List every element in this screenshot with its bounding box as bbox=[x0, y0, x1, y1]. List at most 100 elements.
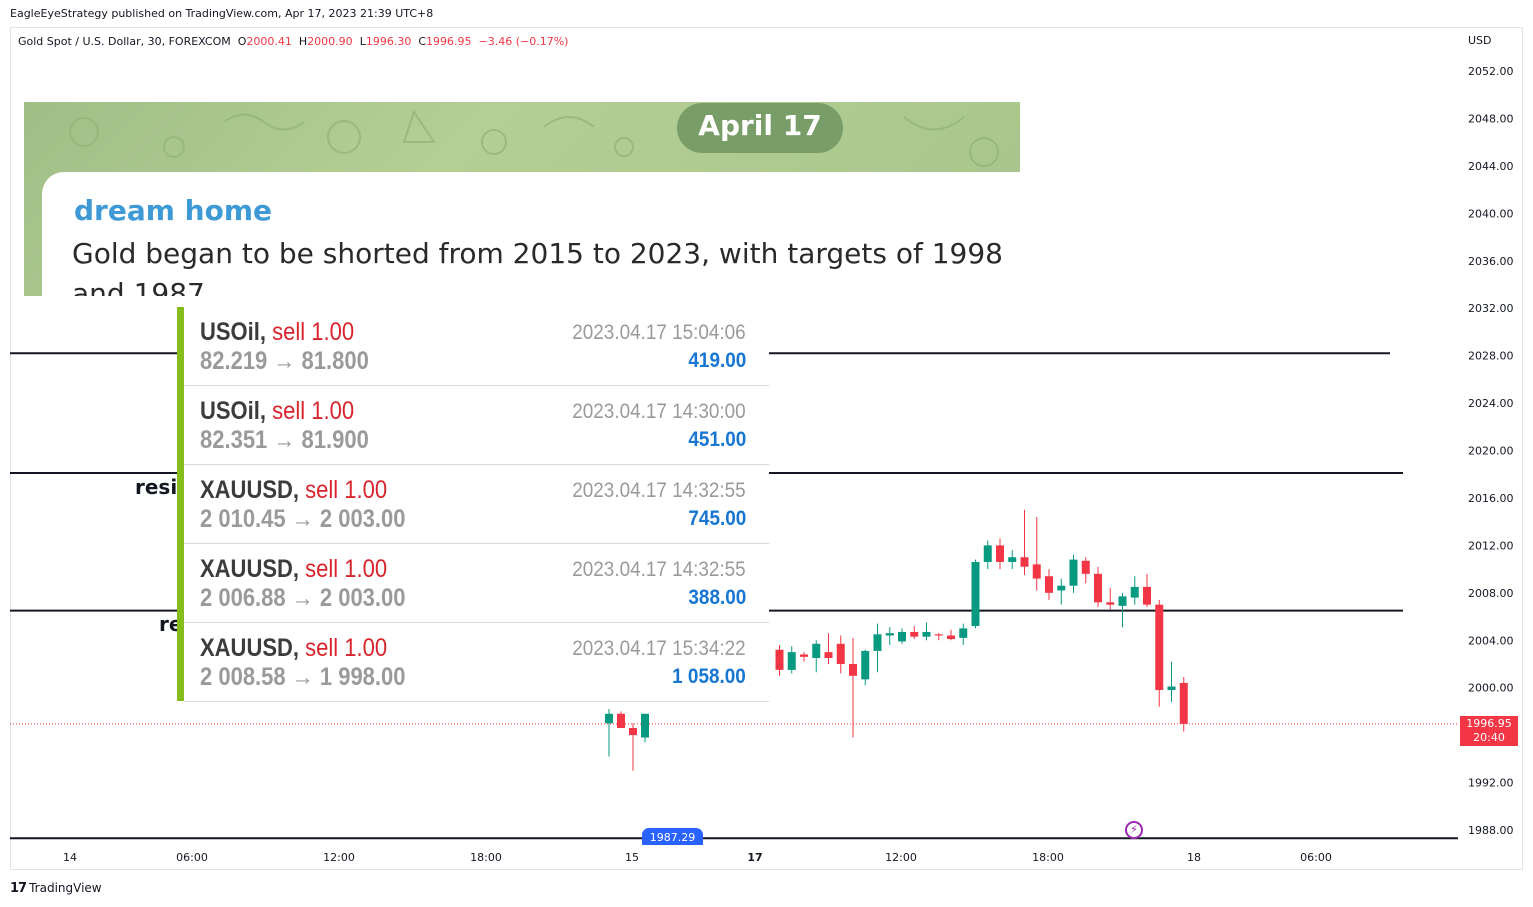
message-line-1: Gold began to be shorted from 2015 to 20… bbox=[72, 237, 1003, 270]
trade-prices: 2 008.58 → 1 998.00 bbox=[200, 663, 406, 691]
price-tick: 2028.00 bbox=[1468, 350, 1514, 363]
time-tick: 06:00 bbox=[176, 851, 208, 864]
trade-symbol: XAUUSD, bbox=[200, 634, 300, 662]
price-tick: 2012.00 bbox=[1468, 539, 1514, 552]
trade-action: sell 1.00 bbox=[305, 555, 388, 583]
candle-body bbox=[1118, 596, 1127, 606]
message-bubble bbox=[42, 172, 1020, 296]
price-tick: 2052.00 bbox=[1468, 65, 1514, 78]
candle-body bbox=[800, 654, 808, 657]
currency-label[interactable]: USD bbox=[1468, 34, 1492, 47]
trade-row[interactable]: USOil, sell 1.00 82.219 → 81.800 2023.04… bbox=[184, 307, 769, 386]
candle-body bbox=[1045, 576, 1053, 593]
trade-profit: 419.00 bbox=[688, 349, 746, 372]
candle-body bbox=[849, 663, 857, 676]
candle-body bbox=[959, 628, 968, 638]
candle-body bbox=[1069, 559, 1078, 586]
label-resi: resi bbox=[135, 475, 178, 499]
candle-body bbox=[910, 631, 919, 637]
time-tick: 18 bbox=[1187, 851, 1201, 864]
low-label: L bbox=[359, 35, 366, 48]
lightning-icon[interactable]: ⚡ bbox=[1125, 821, 1143, 839]
time-tick: 06:00 bbox=[1300, 851, 1332, 864]
price-tick: 2032.00 bbox=[1468, 302, 1514, 315]
brand-name: TradingView bbox=[29, 881, 102, 895]
candle-body bbox=[824, 652, 833, 659]
candle-body bbox=[885, 633, 894, 636]
candle-body bbox=[947, 635, 955, 640]
trade-profit: 745.00 bbox=[688, 507, 746, 530]
candle-body bbox=[1155, 604, 1164, 691]
date-pill: April 17 bbox=[677, 103, 843, 153]
price-tick: 1992.00 bbox=[1468, 777, 1514, 790]
candle-body bbox=[1167, 686, 1176, 691]
message-line-2: and 1987 bbox=[72, 277, 205, 296]
trade-time: 2023.04.17 15:34:22 bbox=[572, 637, 746, 660]
trade-action: sell 1.00 bbox=[305, 634, 388, 662]
high-value: 2000.90 bbox=[307, 35, 353, 48]
candle-body bbox=[1057, 585, 1066, 591]
trade-symbol: XAUUSD, bbox=[200, 555, 300, 583]
close-value: 1996.95 bbox=[426, 35, 472, 48]
flag-price: 1987.29 bbox=[649, 831, 696, 844]
price-tick: 2036.00 bbox=[1468, 255, 1514, 268]
candles bbox=[605, 509, 1188, 771]
tradingview-logo-icon: 17 bbox=[10, 881, 27, 896]
open-label: O bbox=[237, 35, 247, 48]
candle-body bbox=[1008, 557, 1017, 562]
trade-time: 2023.04.17 14:32:55 bbox=[572, 479, 746, 502]
label-re: re bbox=[159, 612, 183, 636]
price-axis: 2052.00 2048.00 2044.00 2040.00 2036.00 2032.… bbox=[1468, 65, 1514, 837]
trade-row[interactable]: XAUUSD, sell 1.00 2 006.88 → 2 003.00 20… bbox=[184, 544, 769, 623]
open-value: 2000.41 bbox=[246, 35, 292, 48]
message-sender: dream home bbox=[74, 194, 272, 227]
price-tick: 2020.00 bbox=[1468, 445, 1514, 458]
price-flag: 1987.29 bbox=[642, 828, 703, 845]
trade-row[interactable]: XAUUSD, sell 1.00 2 010.45 → 2 003.00 20… bbox=[184, 465, 769, 544]
symbol-legend: Gold Spot / U.S. Dollar, 30, FOREXCOM O2… bbox=[18, 35, 568, 48]
candle-body bbox=[775, 649, 784, 670]
trade-row[interactable]: USOil, sell 1.00 82.351 → 81.900 2023.04… bbox=[184, 386, 769, 465]
candle-body bbox=[996, 545, 1004, 562]
trade-time: 2023.04.17 15:04:06 bbox=[572, 321, 746, 344]
trade-time: 2023.04.17 14:30:00 bbox=[572, 400, 746, 423]
high-label: H bbox=[298, 35, 308, 48]
last-price-badge: 1996.95 20:40 bbox=[1460, 716, 1518, 746]
candle-body bbox=[1130, 586, 1139, 598]
candle-body bbox=[1143, 586, 1151, 605]
trade-history-panel bbox=[177, 307, 769, 701]
trade-prices: 2 006.88 → 2 003.00 bbox=[200, 584, 406, 612]
trade-action: sell 1.00 bbox=[272, 397, 355, 425]
price-tick: 2004.00 bbox=[1468, 634, 1514, 647]
change-value: −3.46 (−0.17%) bbox=[478, 35, 569, 48]
candle-body bbox=[629, 728, 637, 736]
price-tick: 2040.00 bbox=[1468, 207, 1514, 220]
price-tick: 2016.00 bbox=[1468, 492, 1514, 505]
price-tick: 2000.00 bbox=[1468, 682, 1514, 695]
tradingview-brand[interactable]: 17 TradingView bbox=[10, 881, 102, 896]
time-tick: 17 bbox=[747, 851, 762, 864]
trade-symbol: XAUUSD, bbox=[200, 476, 300, 504]
doodle-background bbox=[53, 109, 999, 223]
close-label: C bbox=[418, 35, 427, 48]
trade-row[interactable]: XAUUSD, sell 1.00 2 008.58 → 1 998.00 20… bbox=[184, 623, 769, 702]
price-tick: 2024.00 bbox=[1468, 397, 1514, 410]
low-value: 1996.30 bbox=[365, 35, 412, 48]
candle-body bbox=[1081, 560, 1090, 574]
price-tick: 2048.00 bbox=[1468, 112, 1514, 125]
trade-action: sell 1.00 bbox=[272, 318, 355, 346]
trade-profit: 388.00 bbox=[688, 586, 746, 609]
candle-body bbox=[934, 634, 943, 636]
symbol-title: Gold Spot / U.S. Dollar, 30, FOREXCOM bbox=[18, 35, 231, 48]
candle-body bbox=[922, 631, 931, 637]
trade-prices: 82.351 → 81.900 bbox=[200, 426, 369, 454]
chart-frame bbox=[10, 27, 1523, 870]
trade-profit: 451.00 bbox=[688, 428, 746, 451]
candle-body bbox=[861, 650, 870, 680]
candle-body bbox=[641, 713, 649, 738]
candle-body bbox=[836, 643, 845, 664]
time-tick: 18:00 bbox=[470, 851, 502, 864]
candle-body bbox=[1020, 557, 1029, 567]
message-text: Gold began to be shorted from 2015 to 20… bbox=[72, 234, 1003, 296]
candle-body bbox=[873, 634, 882, 651]
